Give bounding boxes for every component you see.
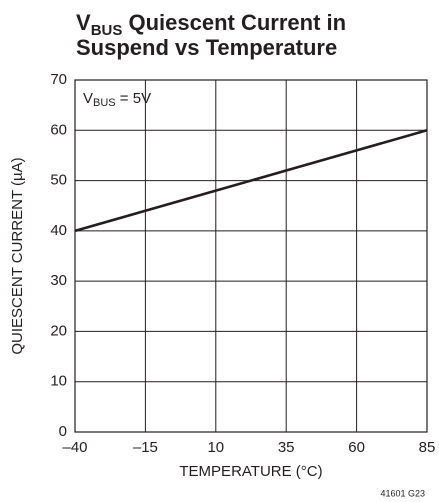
x-tick-label: 35	[278, 439, 295, 456]
x-tick-label: –15	[133, 439, 158, 456]
x-axis-label: TEMPERATURE (°C)	[179, 463, 322, 480]
annotation-v: V	[83, 90, 93, 107]
y-tick-label: 70	[50, 71, 67, 88]
x-tick-label: 85	[419, 439, 436, 456]
y-tick-label: 60	[50, 121, 67, 138]
chart-title-line2: Suspend vs Temperature	[76, 35, 337, 60]
data-line	[74, 129, 428, 233]
y-tick-label: 20	[50, 322, 67, 339]
y-tick-label: 10	[50, 373, 67, 390]
y-tick-label: 40	[50, 222, 67, 239]
x-tick-label: 60	[348, 439, 365, 456]
x-tick-label: –40	[62, 439, 87, 456]
y-axis-label: QUIESCENT CURRENT (µA)	[9, 157, 26, 354]
annotation-sub: BUS	[93, 97, 116, 109]
title-rest: Quiescent Current in	[122, 10, 346, 35]
annotation-rest: = 5V	[116, 90, 151, 107]
plot-frame	[74, 79, 428, 433]
chart-title: VBUS Quiescent Current in	[76, 10, 346, 39]
y-tick-label: 30	[50, 272, 67, 289]
y-tick-label: 0	[59, 423, 67, 440]
title-v: V	[76, 10, 91, 35]
x-tick-label: 10	[207, 439, 224, 456]
title-sub: BUS	[91, 22, 123, 39]
y-tick-label: 50	[50, 172, 67, 189]
annotation: VBUS = 5V	[83, 90, 151, 109]
footnote: 41601 G23	[380, 488, 425, 498]
